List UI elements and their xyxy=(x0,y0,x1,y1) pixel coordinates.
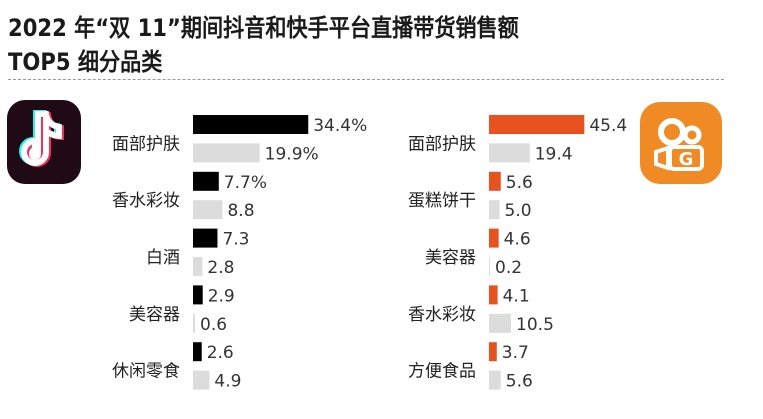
data-label: 0.6 xyxy=(200,315,227,335)
bar xyxy=(193,313,196,333)
data-label: 5.6 xyxy=(506,372,533,392)
data-label: 45.4 xyxy=(589,116,627,136)
category-label: 休闲零食 xyxy=(112,362,180,382)
data-label: 3.7 xyxy=(502,343,529,363)
bar xyxy=(193,257,203,276)
bar xyxy=(489,200,500,220)
bar xyxy=(193,200,223,220)
chart-title-line1: 2022 年“双 11”期间抖音和快手平台直播带货销售额 xyxy=(8,14,519,42)
data-label: 4.6 xyxy=(504,230,531,250)
data-label: 8.8 xyxy=(227,201,254,221)
category-label: 面部护肤 xyxy=(112,134,180,154)
bar xyxy=(489,313,512,333)
category-label: 白酒 xyxy=(146,248,180,268)
data-label: 2.8 xyxy=(207,258,234,278)
data-label: 4.9 xyxy=(214,372,241,392)
category-label: 美容器 xyxy=(425,248,476,268)
category-label: 面部护肤 xyxy=(408,134,476,154)
category-label: 方便食品 xyxy=(408,362,476,382)
bar xyxy=(489,342,497,362)
data-label: 19.4 xyxy=(535,144,573,164)
category-label: 蛋糕饼干 xyxy=(408,191,476,211)
bar xyxy=(193,285,203,305)
data-label: 7.3 xyxy=(222,230,249,250)
data-label: 19.9% xyxy=(265,144,319,164)
category-label: 香水彩妆 xyxy=(408,305,476,325)
data-label: 0.2 xyxy=(495,258,522,278)
bar xyxy=(193,370,210,390)
dashed-divider xyxy=(8,79,724,80)
data-label: 10.5 xyxy=(516,315,554,335)
category-label: 美容器 xyxy=(129,305,180,325)
bar xyxy=(193,171,219,191)
bar xyxy=(193,115,309,134)
data-label: 5.6 xyxy=(506,173,533,193)
data-label: 2.6 xyxy=(207,343,234,363)
bar xyxy=(489,143,530,163)
data-label: 34.4% xyxy=(313,116,367,136)
bar xyxy=(489,171,501,191)
bar xyxy=(489,257,490,276)
bar xyxy=(489,285,498,305)
kuaishou-logo-icon: G xyxy=(640,102,722,184)
bar xyxy=(489,115,585,134)
svg-text:G: G xyxy=(679,149,694,170)
bar xyxy=(193,228,218,248)
data-label: 7.7% xyxy=(224,173,267,193)
bar xyxy=(193,342,202,362)
data-label: 4.1 xyxy=(503,286,530,306)
data-label: 5.0 xyxy=(505,201,532,221)
category-label: 香水彩妆 xyxy=(112,191,180,211)
bar xyxy=(489,370,501,390)
chart-title-line2: TOP5 细分品类 xyxy=(8,48,163,76)
bar xyxy=(489,228,499,248)
bar xyxy=(193,143,260,163)
douyin-logo-icon xyxy=(7,100,81,184)
data-label: 2.9 xyxy=(208,286,235,306)
